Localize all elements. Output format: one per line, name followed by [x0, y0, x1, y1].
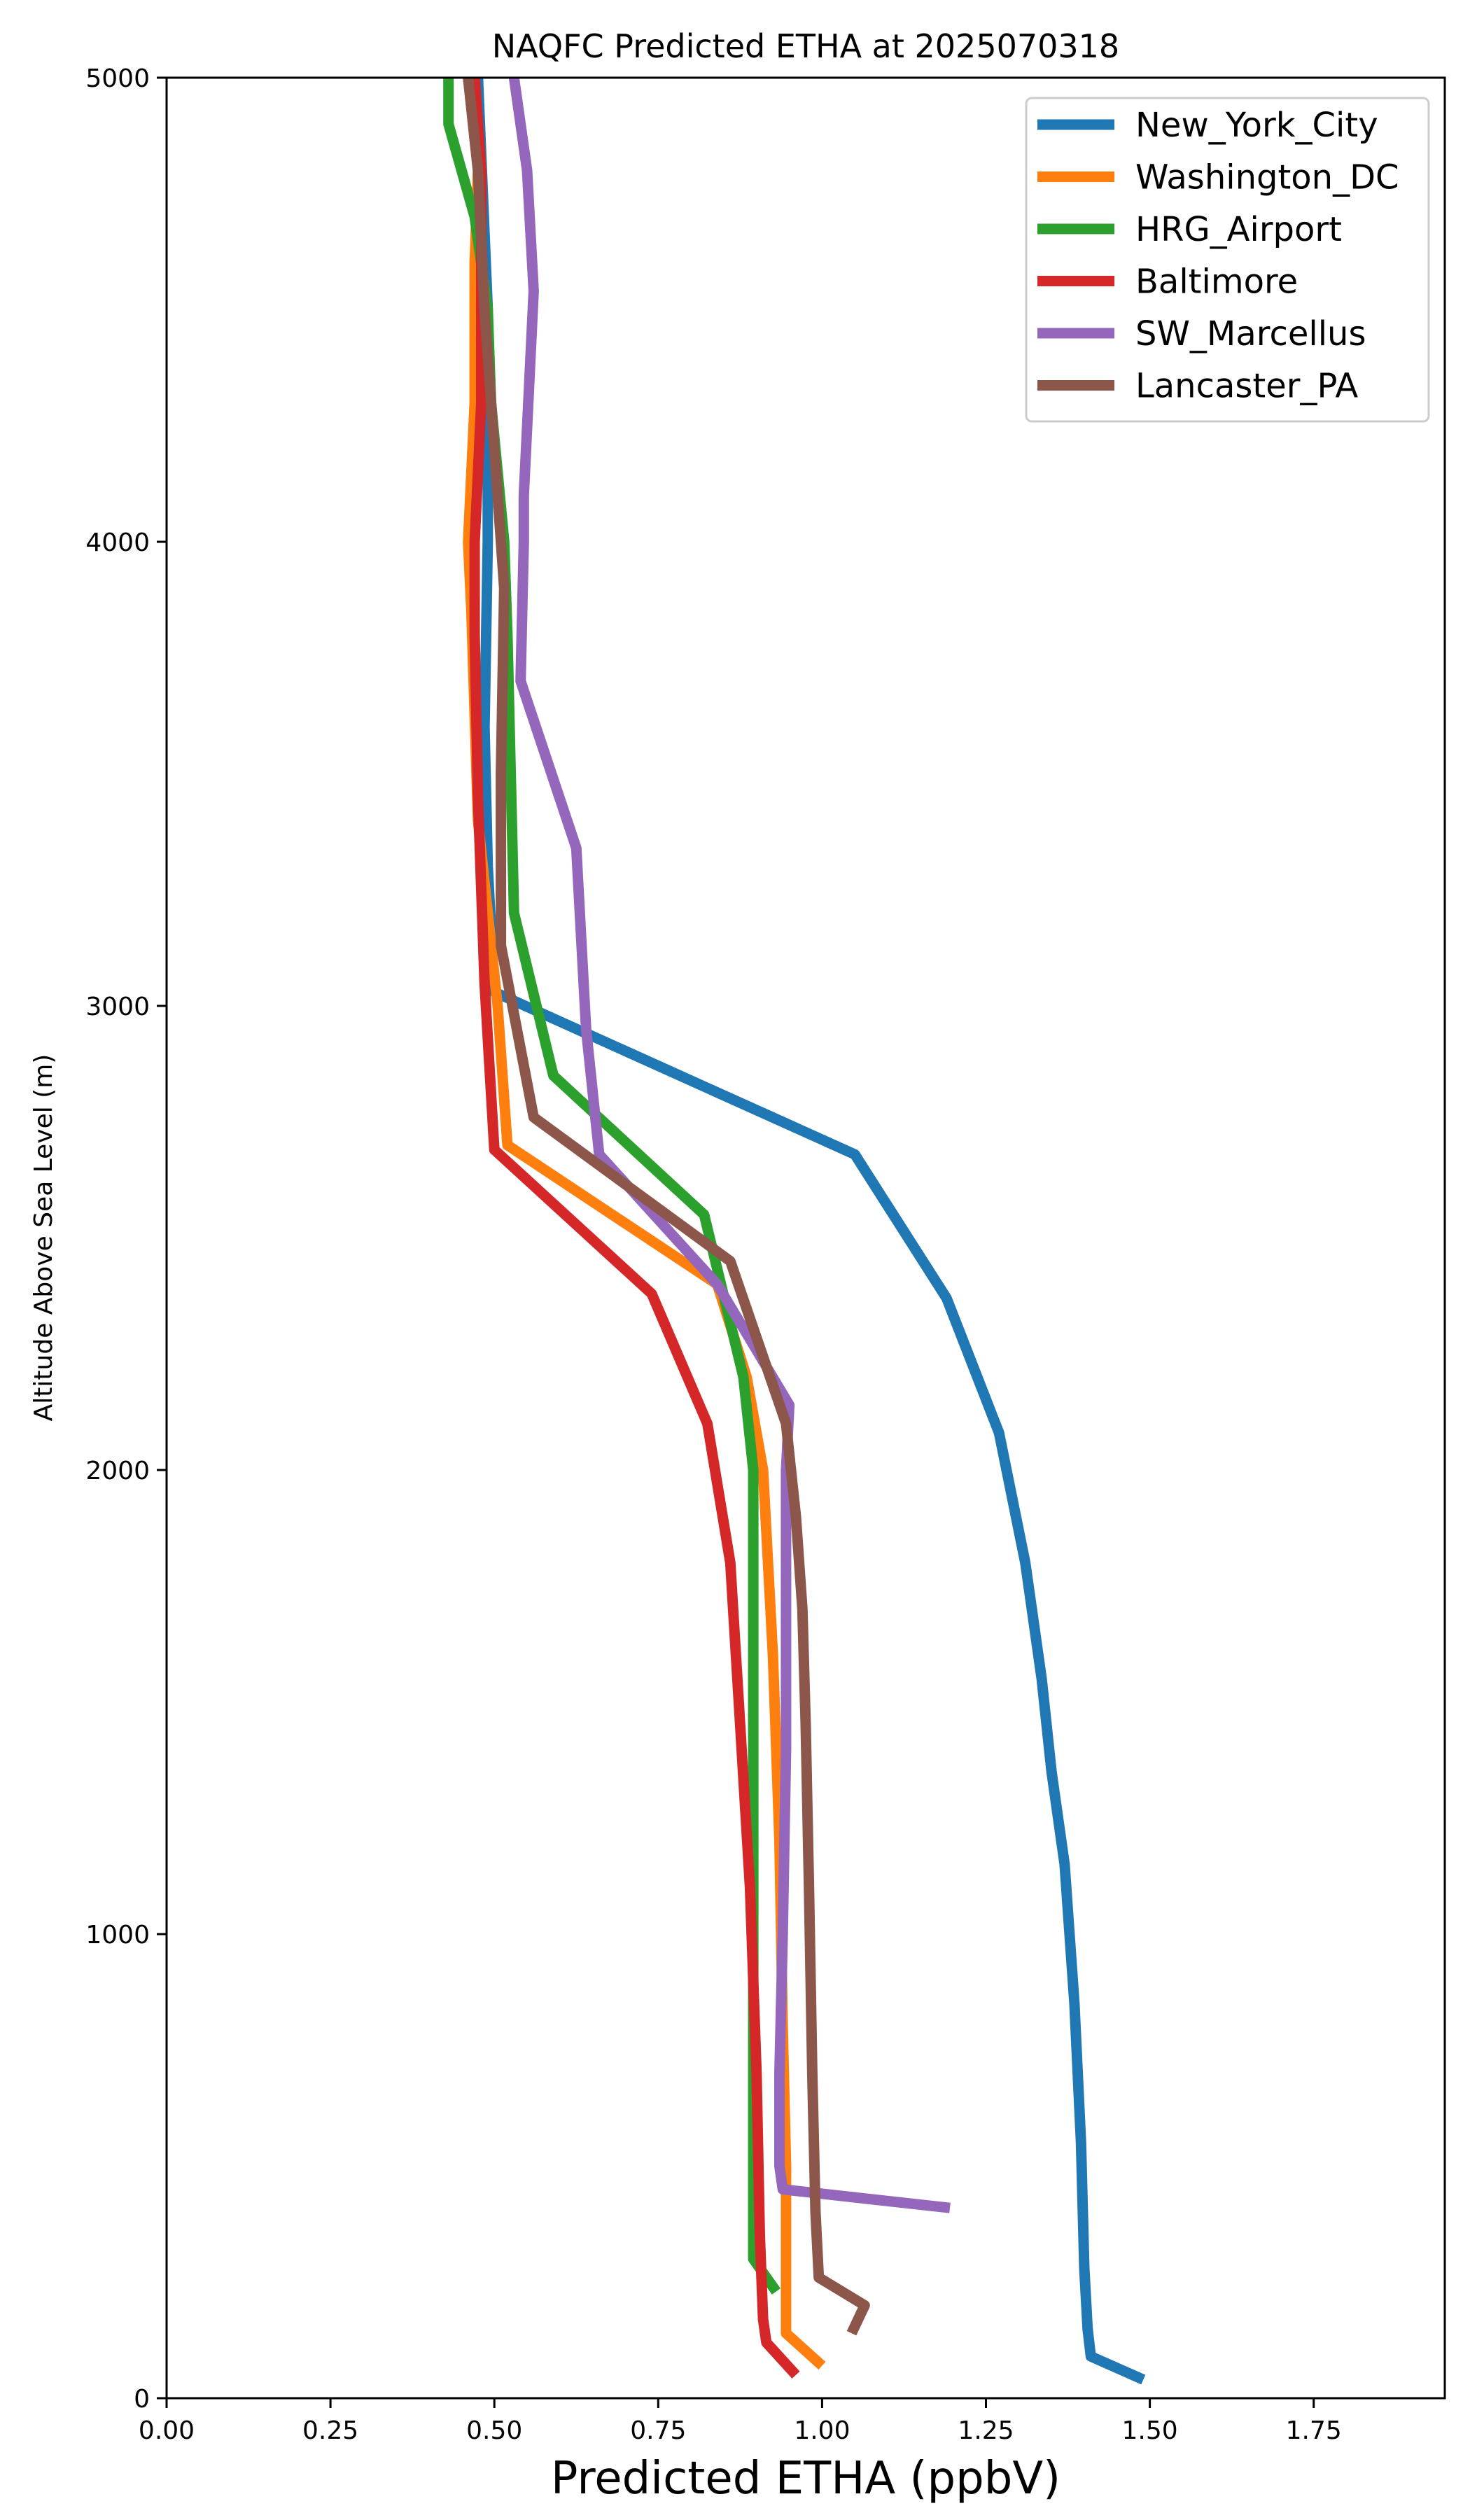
legend-label: New_York_City: [1135, 106, 1378, 145]
series-layer: [443, 76, 1146, 2385]
legend: New_York_City Washington_DC HRG_Airport Bal…: [1025, 97, 1430, 423]
x-axis-ticks: 0.00 0.25 0.50 0.75 1.00 1.25 1.50 1.75: [139, 2398, 1342, 2445]
y-tick-label: 4000: [85, 528, 150, 557]
chart-title: NAQFC Predicted ETHA at 2025070318: [492, 27, 1119, 65]
legend-label: Washington_DC: [1135, 158, 1399, 197]
y-tick-label: 0: [134, 2385, 150, 2414]
x-tick-label: 1.00: [794, 2416, 850, 2445]
y-tick-label: 5000: [85, 64, 150, 93]
series-line-new-york-city: [472, 77, 1146, 2385]
series-line-baltimore: [469, 77, 800, 2379]
x-tick-label: 0.25: [302, 2416, 358, 2445]
legend-box: [1025, 97, 1430, 423]
series-line-hrg-airport: [443, 78, 781, 2295]
x-tick-label: 0.00: [139, 2416, 195, 2445]
y-tick-label: 2000: [85, 1457, 150, 1485]
y-axis-ticks: 0 1000 2000 3000 4000 5000: [85, 64, 167, 2414]
legend-label: Lancaster_PA: [1135, 367, 1358, 406]
series-line-lancaster-pa: [463, 77, 870, 2336]
x-axis-label: Predicted ETHA (ppbV): [551, 2453, 1060, 2505]
legend-label: SW_Marcellus: [1135, 314, 1366, 354]
y-axis-label: Altitude Above Sea Level (m): [29, 1054, 58, 1422]
plot-frame: [165, 76, 1446, 2400]
y-tick-label: 1000: [85, 1921, 150, 1949]
x-tick-label: 0.50: [466, 2416, 522, 2445]
y-tick-label: 3000: [85, 993, 150, 1021]
legend-label: Baltimore: [1135, 262, 1298, 302]
x-tick-label: 1.50: [1122, 2416, 1178, 2445]
x-tick-label: 1.75: [1286, 2416, 1342, 2445]
legend-items: New_York_City Washington_DC HRG_Airport Bal…: [1037, 106, 1399, 406]
x-tick-label: 0.75: [630, 2416, 686, 2445]
series-line-sw-marcellus: [508, 76, 951, 2213]
series-line-washington-dc: [463, 77, 826, 2370]
x-tick-label: 1.25: [958, 2416, 1014, 2445]
legend-label: HRG_Airport: [1135, 210, 1342, 249]
